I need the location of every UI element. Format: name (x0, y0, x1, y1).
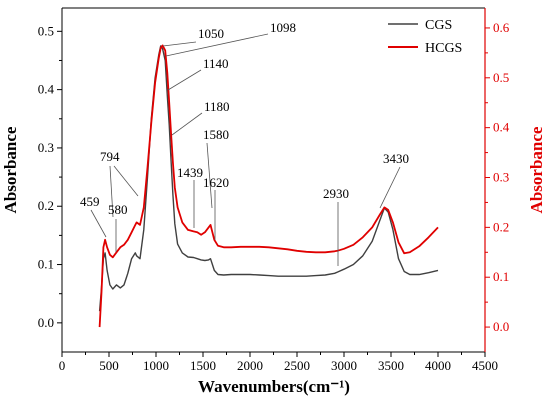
legend: CGS HCGS (388, 18, 462, 56)
series-layer (98, 44, 439, 328)
x-tick-label: 0 (59, 358, 66, 373)
right-y-axis-title: Absorbance (527, 126, 546, 213)
legend-label-hcgs: HCGS (425, 41, 462, 56)
right-y-axis-ticks: 0.0 0.1 0.2 0.3 0.4 0.5 0.6 (485, 20, 510, 334)
left-y-axis-ticks: 0.0 0.1 0.2 0.3 0.4 0.5 (38, 23, 62, 330)
right-y-tick-label: 0.0 (493, 319, 509, 334)
right-y-tick-label: 0.2 (493, 219, 509, 234)
x-axis-title: Wavenumbers(cm⁻¹) (198, 377, 350, 396)
annotation-label-3430: 3430 (383, 151, 409, 166)
x-tick-label: 500 (99, 358, 119, 373)
series-line-hcgs (98, 44, 439, 328)
annotation-leader-line (167, 69, 202, 91)
annotation-label-1180: 1180 (204, 99, 230, 114)
annotation-label-580: 580 (108, 202, 128, 217)
annotation-label-1580: 1580 (203, 127, 229, 142)
annotation-leader-line (109, 165, 114, 218)
annotation-label-1098: 1098 (270, 20, 296, 35)
annotation-label-1050: 1050 (198, 26, 224, 41)
annotation-label-459: 459 (80, 194, 100, 209)
x-tick-label: 4000 (425, 358, 451, 373)
right-y-tick-label: 0.3 (493, 170, 509, 185)
x-tick-label: 1000 (143, 358, 169, 373)
annotation-leader-line (165, 33, 269, 57)
x-tick-label: 2500 (284, 358, 310, 373)
annotation-leader-line (90, 209, 107, 238)
left-y-tick-label: 0.4 (38, 82, 55, 97)
annotation-leader-line (113, 165, 139, 197)
right-y-tick-label: 0.5 (493, 70, 509, 85)
left-y-axis-title: Absorbance (1, 126, 20, 213)
annotation-label-1620: 1620 (203, 175, 229, 190)
annotation-label-1140: 1140 (203, 56, 229, 71)
series-line-cgs (98, 45, 439, 312)
x-tick-label: 3500 (378, 358, 404, 373)
x-axis-ticks: 0 500 1000 1500 2000 2500 3000 3500 4000 4500 (59, 352, 498, 373)
right-y-tick-label: 0.1 (493, 269, 509, 284)
annotation-leader-line (379, 166, 401, 209)
left-y-tick-label: 0.2 (38, 198, 54, 213)
x-tick-label: 2000 (237, 358, 263, 373)
right-y-tick-label: 0.6 (493, 20, 510, 35)
left-y-tick-label: 0.5 (38, 23, 54, 38)
annotation-label-2930: 2930 (323, 186, 349, 201)
annotation-leader-line (162, 41, 197, 47)
right-y-tick-label: 0.4 (493, 120, 510, 135)
x-tick-label: 1500 (190, 358, 216, 373)
left-y-tick-label: 0.3 (38, 140, 54, 155)
annotation-label-1439: 1439 (177, 165, 203, 180)
legend-label-cgs: CGS (425, 18, 452, 33)
x-tick-label: 4500 (472, 358, 498, 373)
left-y-tick-label: 0.0 (38, 315, 54, 330)
x-tick-label: 3000 (331, 358, 357, 373)
annotation-label-794: 794 (100, 149, 120, 164)
left-y-tick-label: 0.1 (38, 257, 54, 272)
annotation-leader-line (171, 112, 203, 136)
annotation-leader-line (206, 142, 213, 209)
